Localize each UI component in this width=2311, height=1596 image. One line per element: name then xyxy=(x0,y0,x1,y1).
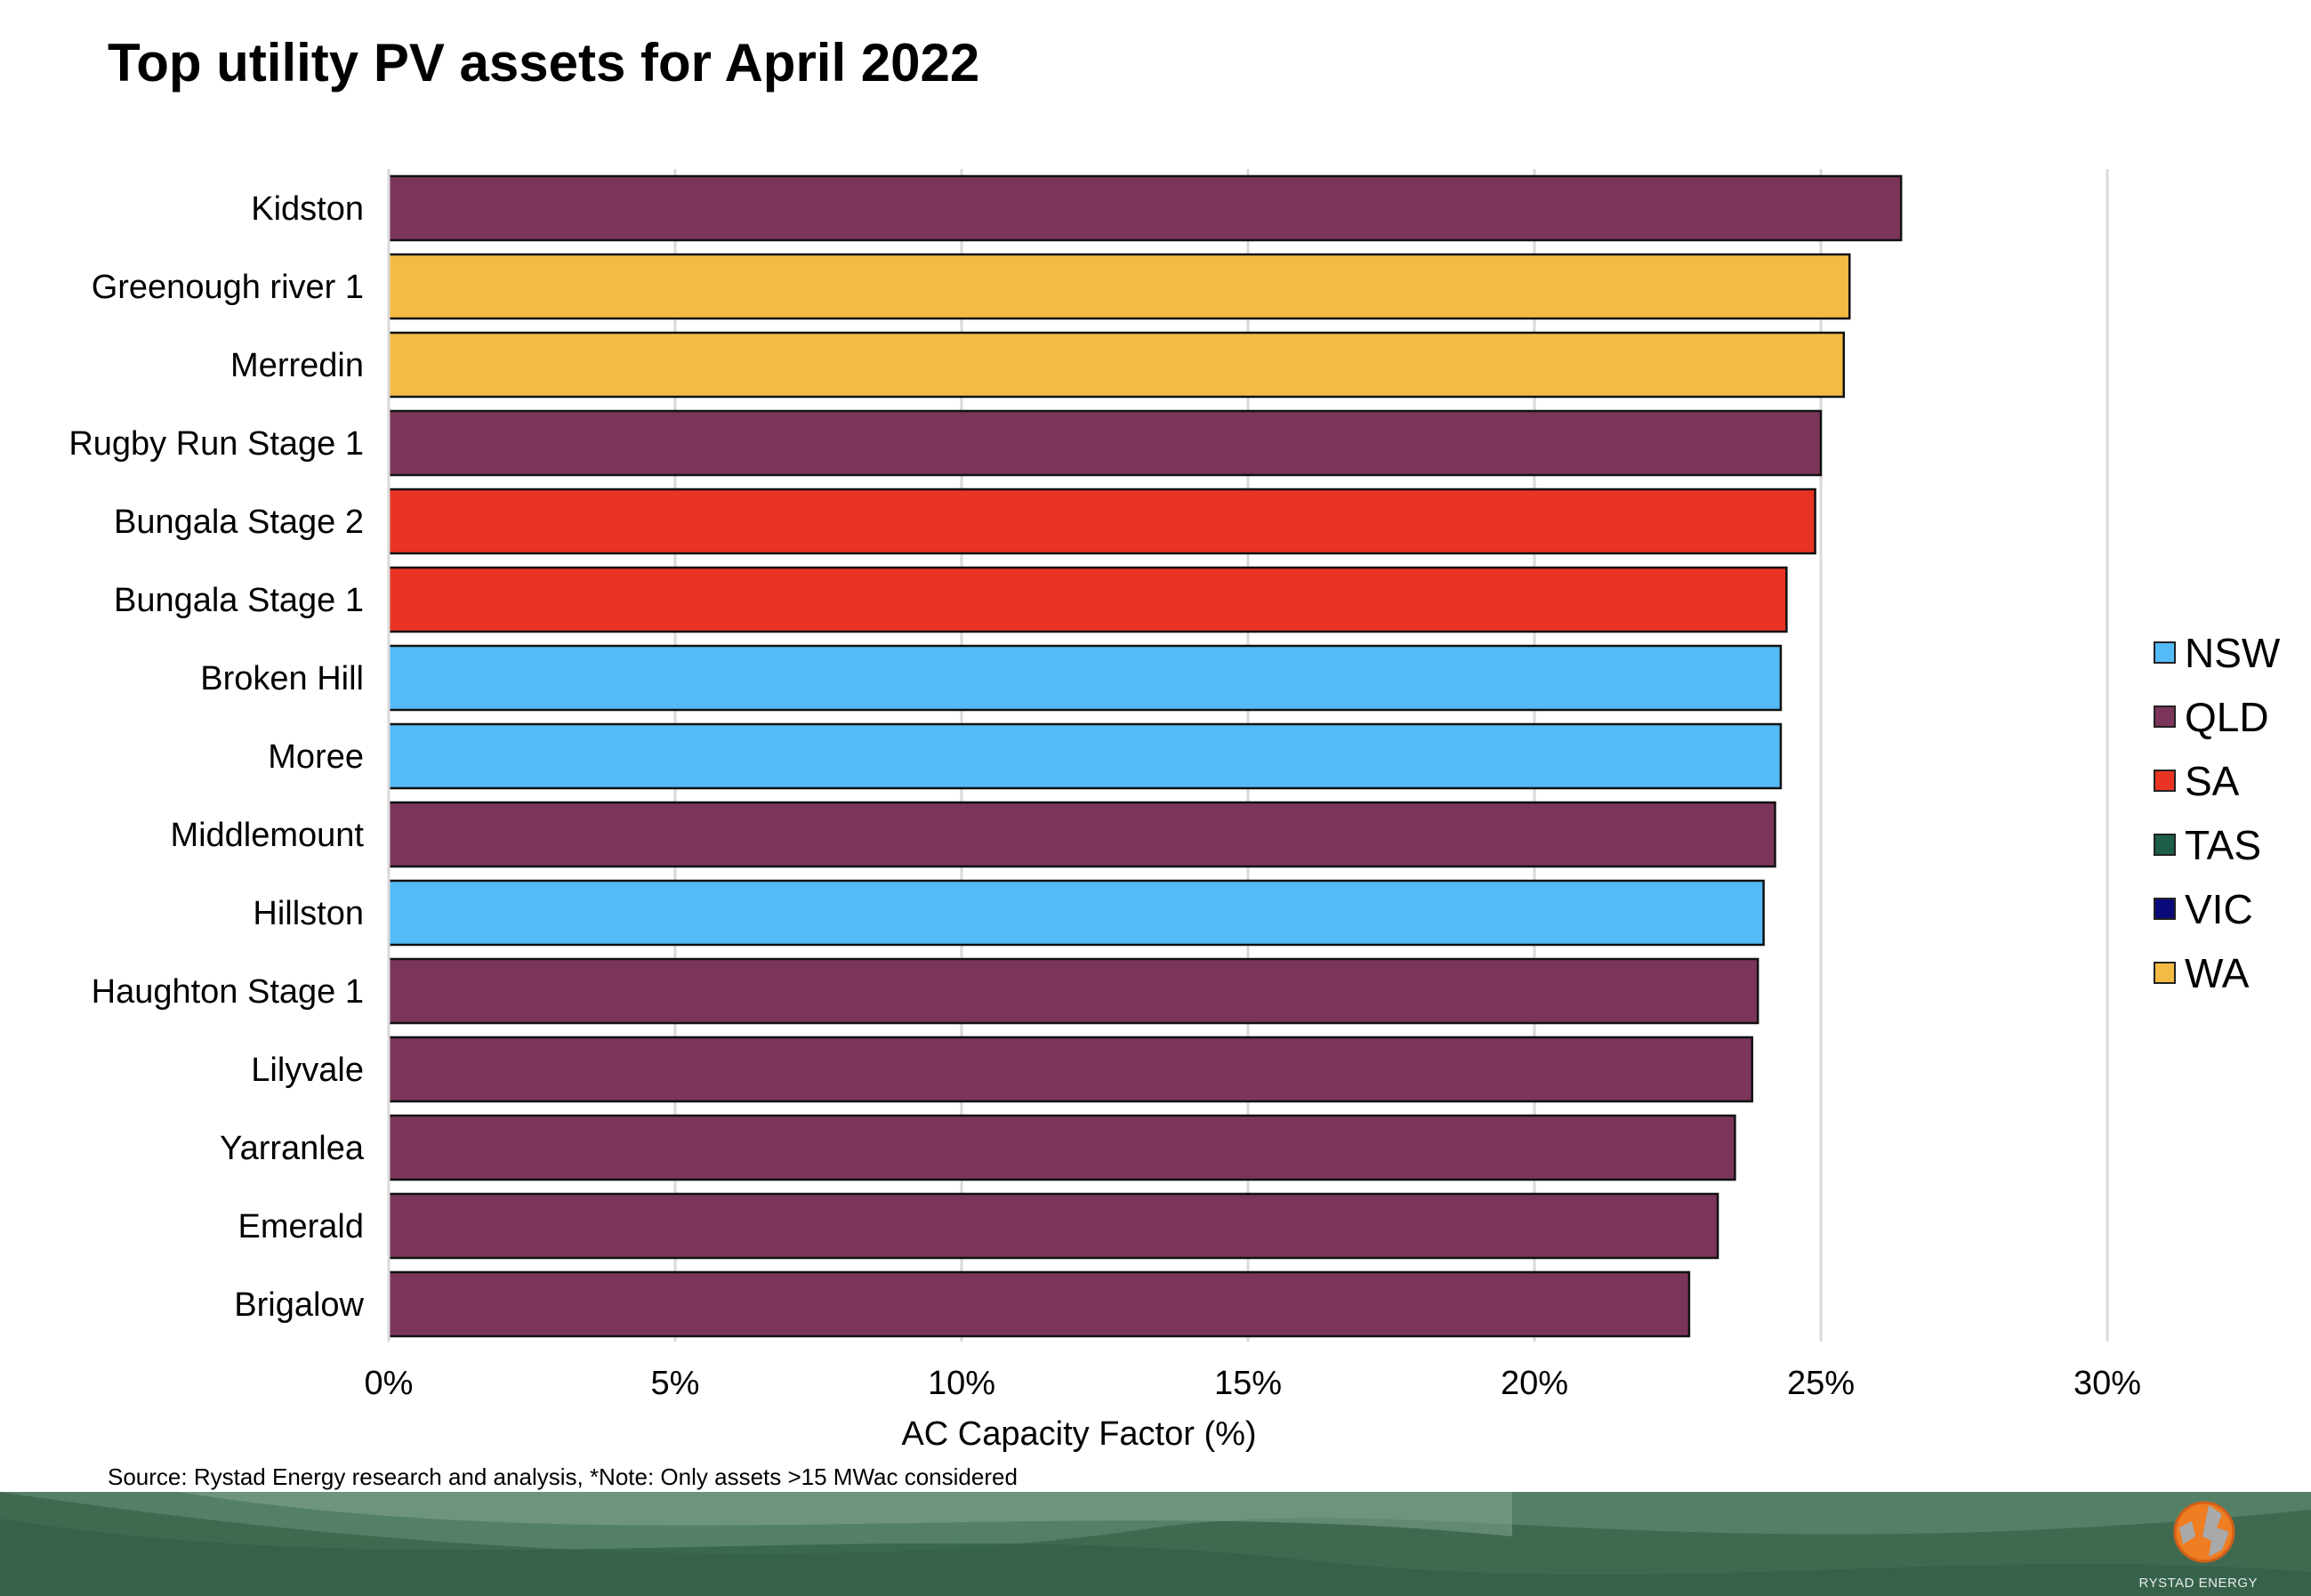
x-tick-label: 25% xyxy=(1787,1365,1855,1402)
legend-label-nsw: NSW xyxy=(2185,630,2281,676)
x-tick-label: 30% xyxy=(2073,1365,2141,1402)
bar-greenough-river-1 xyxy=(387,253,1851,320)
bar-yarranlea xyxy=(387,1114,1736,1181)
legend-label-vic: VIC xyxy=(2185,886,2253,932)
y-category-label: Brigalow xyxy=(234,1286,364,1324)
legend-swatch-wa xyxy=(2154,962,2176,984)
y-category-label: Hillston xyxy=(253,895,364,932)
x-tick-label: 5% xyxy=(651,1365,700,1402)
bar-hillston xyxy=(387,879,1765,947)
bar-haughton-stage-1 xyxy=(387,957,1759,1025)
x-axis-title: AC Capacity Factor (%) xyxy=(901,1415,1256,1453)
bar-broken-hill xyxy=(387,644,1783,712)
y-category-label: Bungala Stage 2 xyxy=(114,504,364,541)
bar-middlemount xyxy=(387,801,1776,868)
y-category-label: Emerald xyxy=(238,1208,365,1245)
legend-swatch-tas xyxy=(2154,834,2176,856)
x-tick-label: 10% xyxy=(928,1365,995,1402)
bar-rugby-run-stage-1 xyxy=(387,409,1823,477)
bar-emerald xyxy=(387,1192,1719,1260)
legend-swatch-sa xyxy=(2154,770,2176,792)
legend-swatch-nsw xyxy=(2154,641,2176,664)
y-category-label: Yarranlea xyxy=(220,1130,365,1167)
legend-label-qld: QLD xyxy=(2185,694,2269,740)
legend-label-sa: SA xyxy=(2185,758,2240,804)
bar-merredin xyxy=(387,331,1846,399)
bar-moree xyxy=(387,722,1783,790)
y-category-label: Kidston xyxy=(251,190,364,228)
y-category-label: Greenough river 1 xyxy=(92,269,364,306)
y-category-label: Rugby Run Stage 1 xyxy=(68,425,364,463)
y-category-label: Lilyvale xyxy=(251,1052,364,1089)
legend-swatch-qld xyxy=(2154,705,2176,728)
y-category-label: Haughton Stage 1 xyxy=(92,973,364,1011)
bar-lilyvale xyxy=(387,1036,1753,1103)
bar-kidston xyxy=(387,174,1903,242)
logo-text: RYSTAD ENERGY xyxy=(2138,1576,2258,1591)
x-tick-label: 15% xyxy=(1214,1365,1282,1402)
y-category-label: Broken Hill xyxy=(200,660,364,697)
footer-banner: RYSTAD ENERGY xyxy=(0,1492,2311,1596)
y-category-label: Merredin xyxy=(230,347,364,384)
x-tick-label: 20% xyxy=(1501,1365,1568,1402)
y-category-label: Middlemount xyxy=(170,817,364,854)
bar-bungala-stage-2 xyxy=(387,488,1816,555)
bar-brigalow xyxy=(387,1270,1691,1338)
legend-label-wa: WA xyxy=(2185,950,2250,996)
rystad-logo xyxy=(2173,1501,2235,1563)
x-tick-label: 0% xyxy=(365,1365,414,1402)
footer-waves xyxy=(0,1492,2311,1596)
y-category-label: Bungala Stage 1 xyxy=(114,582,364,619)
source-note: Source: Rystad Energy research and analy… xyxy=(108,1463,1018,1490)
legend-label-tas: TAS xyxy=(2185,822,2261,868)
bar-bungala-stage-1 xyxy=(387,566,1788,633)
legend-swatch-vic xyxy=(2154,898,2176,920)
y-category-label: Moree xyxy=(268,738,364,776)
chart-title: Top utility PV assets for April 2022 xyxy=(108,33,980,93)
